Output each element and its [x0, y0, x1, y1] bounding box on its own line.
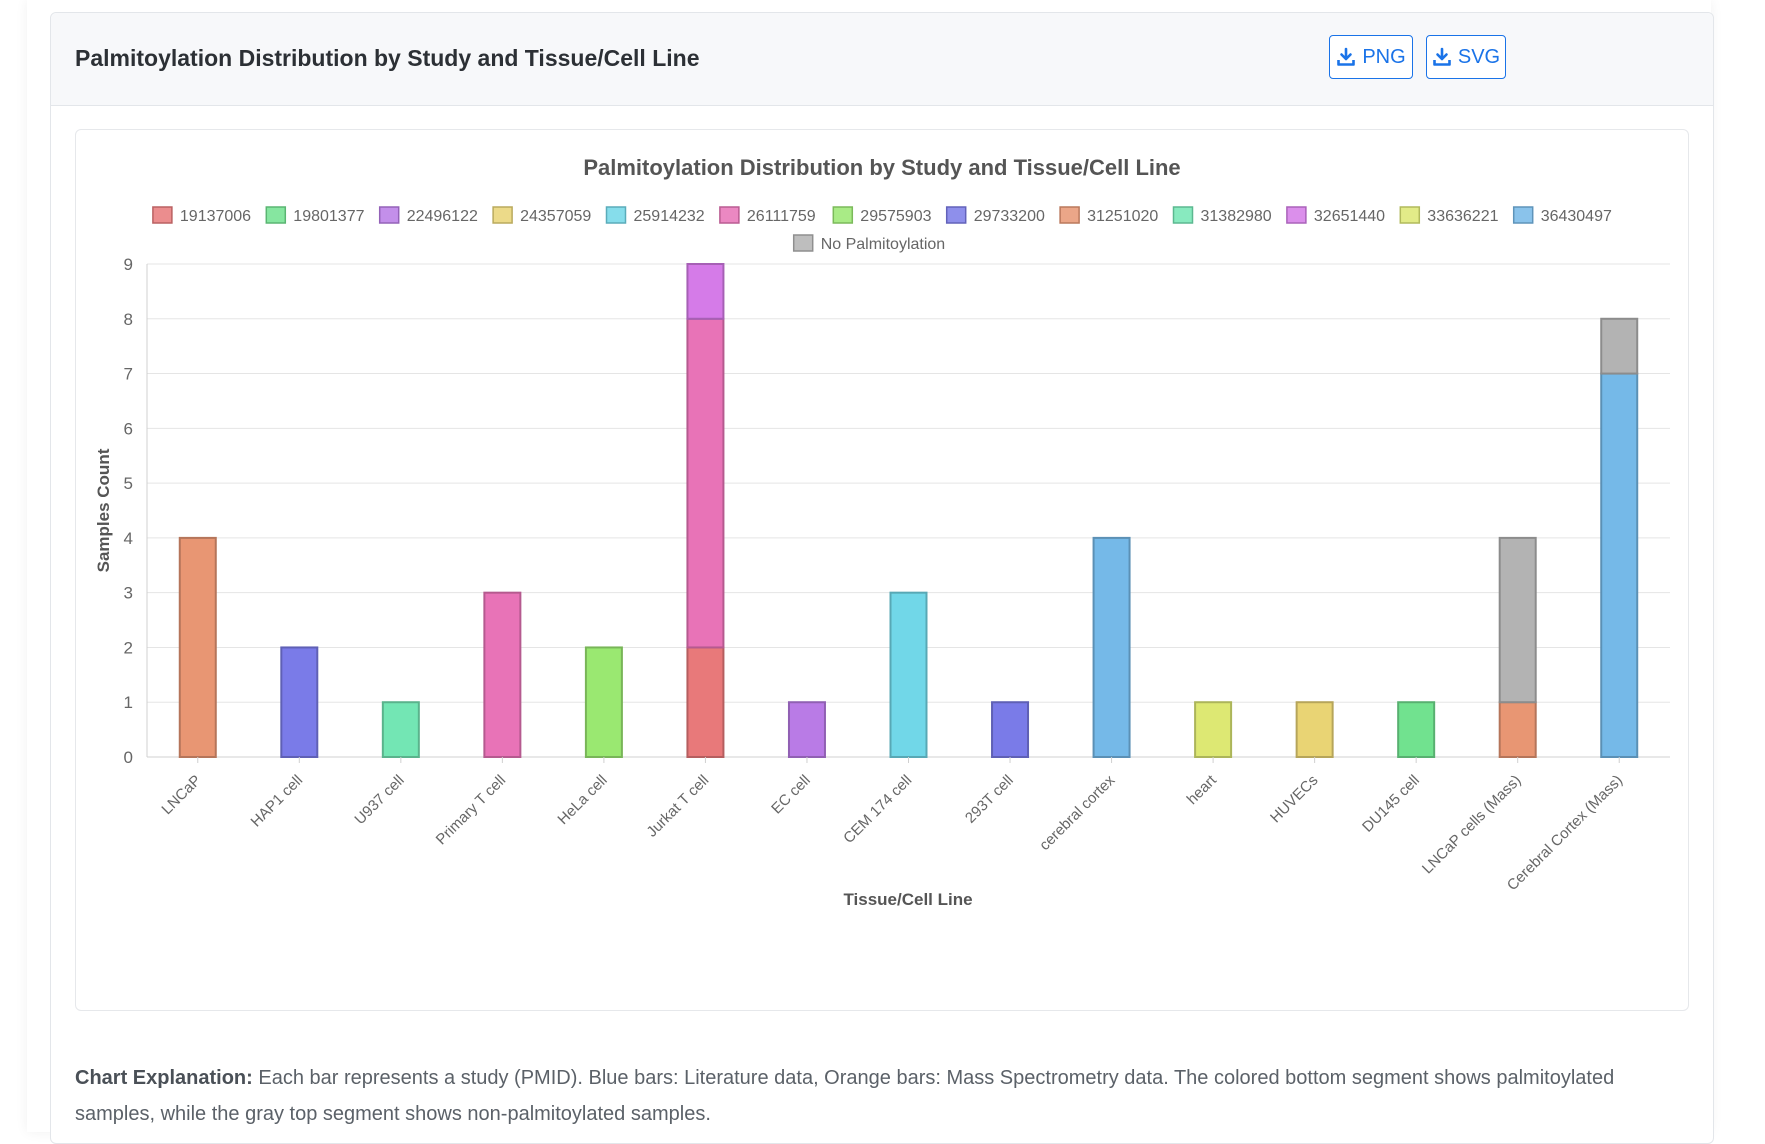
card-title: Palmitoylation Distribution by Study and…	[75, 45, 700, 71]
x-tick-label-3: Primary T cell	[433, 772, 509, 848]
x-tick-label-9: cerebral cortex	[1036, 771, 1119, 854]
legend-swatch-7	[945, 206, 967, 224]
y-tick-label-5: 5	[124, 474, 133, 493]
download-png-button[interactable]: PNG	[1329, 35, 1413, 79]
bar-5-10	[686, 263, 725, 320]
y-tick-label-4: 4	[124, 529, 133, 548]
y-tick-label-0: 0	[124, 748, 133, 767]
legend-label-8: 31251020	[1087, 208, 1158, 225]
y-axis-title: Samples Count	[94, 448, 113, 572]
x-tick-label-14: Cerebral Cortex (Mass)	[1504, 772, 1626, 894]
legend-swatch-13	[792, 234, 814, 252]
x-tick-label-0: LNCaP	[158, 772, 204, 818]
bar-13-8	[1498, 701, 1537, 759]
x-tick-label-6: EC cell	[768, 772, 814, 818]
x-tick-label-4: HeLa cell	[554, 772, 610, 828]
legend-swatch-4	[605, 206, 627, 224]
y-tick-label-7: 7	[124, 365, 133, 384]
bar-11-3	[1295, 701, 1334, 759]
bar-10-11	[1194, 701, 1233, 759]
legend-label-13: No Palmitoylation	[821, 236, 946, 253]
legend-label-10: 32651440	[1314, 208, 1385, 225]
legend-swatch-6	[832, 206, 854, 224]
x-tick-label-12: DU145 cell	[1359, 772, 1423, 836]
download-png-label: PNG	[1362, 45, 1406, 68]
bar-14-13	[1600, 317, 1639, 375]
explanation-label: Chart Explanation:	[75, 1067, 253, 1089]
bar-5-5	[686, 317, 725, 649]
bar-0-8	[178, 536, 217, 758]
x-tick-label-8: 293T cell	[962, 772, 1017, 827]
bar-5-0	[686, 646, 725, 759]
bar-2-9	[381, 701, 420, 759]
x-tick-label-1: HAP1 cell	[248, 772, 307, 831]
bar-4-6	[584, 646, 623, 759]
legend-label-1: 19801377	[293, 208, 364, 225]
bar-14-12	[1600, 372, 1639, 759]
y-tick-label-8: 8	[124, 310, 133, 329]
bar-6-2	[787, 701, 826, 759]
legend-label-9: 31382980	[1201, 208, 1272, 225]
y-tick-label-6: 6	[124, 419, 133, 438]
legend-label-4: 25914232	[634, 208, 705, 225]
bar-3-5	[483, 591, 522, 758]
legend-label-11: 33636221	[1427, 208, 1498, 225]
download-icon	[1337, 47, 1356, 66]
x-tick-label-7: CEM 174 cell	[840, 772, 915, 847]
legend-swatch-11	[1399, 206, 1421, 224]
legend-label-7: 29733200	[974, 208, 1045, 225]
bar-12-1	[1397, 701, 1436, 759]
legend-label-3: 24357059	[520, 208, 591, 225]
legend-swatch-9	[1172, 206, 1194, 224]
bar-9-12	[1092, 536, 1131, 758]
download-svg-button[interactable]: SVG	[1426, 35, 1506, 79]
card-header: Palmitoylation Distribution by Study and…	[51, 13, 1713, 106]
chart-card: Palmitoylation Distribution by Study and…	[50, 12, 1714, 1144]
legend-swatch-8	[1059, 206, 1080, 224]
chart-container: Palmitoylation Distribution by Study and…	[75, 129, 1689, 1011]
legend-swatch-2	[378, 206, 400, 224]
x-axis-title: Tissue/Cell Line	[843, 890, 972, 909]
y-tick-label-2: 2	[124, 638, 133, 657]
stacked-bar-chart: Palmitoylation Distribution by Study and…	[94, 155, 1670, 909]
chart-explanation: Chart Explanation: Each bar represents a…	[75, 1060, 1695, 1132]
legend-label-0: 19137006	[180, 208, 251, 225]
x-tick-label-2: U937 cell	[351, 772, 407, 828]
y-tick-label-1: 1	[124, 693, 133, 712]
legend-swatch-5	[719, 206, 740, 224]
explanation-text: Each bar represents a study (PMID). Blue…	[75, 1067, 1615, 1125]
legend-label-12: 36430497	[1541, 208, 1612, 225]
x-tick-label-5: Jurkat T cell	[643, 772, 712, 841]
bar-8-7	[991, 701, 1030, 759]
y-tick-label-3: 3	[124, 584, 133, 603]
legend-label-2: 22496122	[407, 208, 478, 225]
y-tick-label-9: 9	[124, 255, 133, 274]
legend-swatch-0	[152, 206, 173, 224]
legend-swatch-1	[265, 206, 287, 224]
legend-swatch-3	[492, 206, 513, 224]
download-icon	[1433, 47, 1451, 66]
legend-label-6: 29575903	[860, 208, 931, 225]
x-tick-label-13: LNCaP cells (Mass)	[1419, 772, 1525, 878]
bar-7-4	[889, 591, 928, 758]
chart-title: Palmitoylation Distribution by Study and…	[583, 155, 1180, 180]
bar-13-13	[1498, 536, 1537, 704]
download-svg-label: SVG	[1457, 45, 1501, 68]
bar-1-7	[280, 646, 319, 759]
legend-label-5: 26111759	[747, 208, 816, 225]
legend-swatch-12	[1512, 206, 1534, 224]
x-tick-label-11: HUVECs	[1267, 772, 1321, 826]
legend-swatch-10	[1286, 206, 1307, 224]
x-tick-label-10: heart	[1184, 771, 1221, 808]
